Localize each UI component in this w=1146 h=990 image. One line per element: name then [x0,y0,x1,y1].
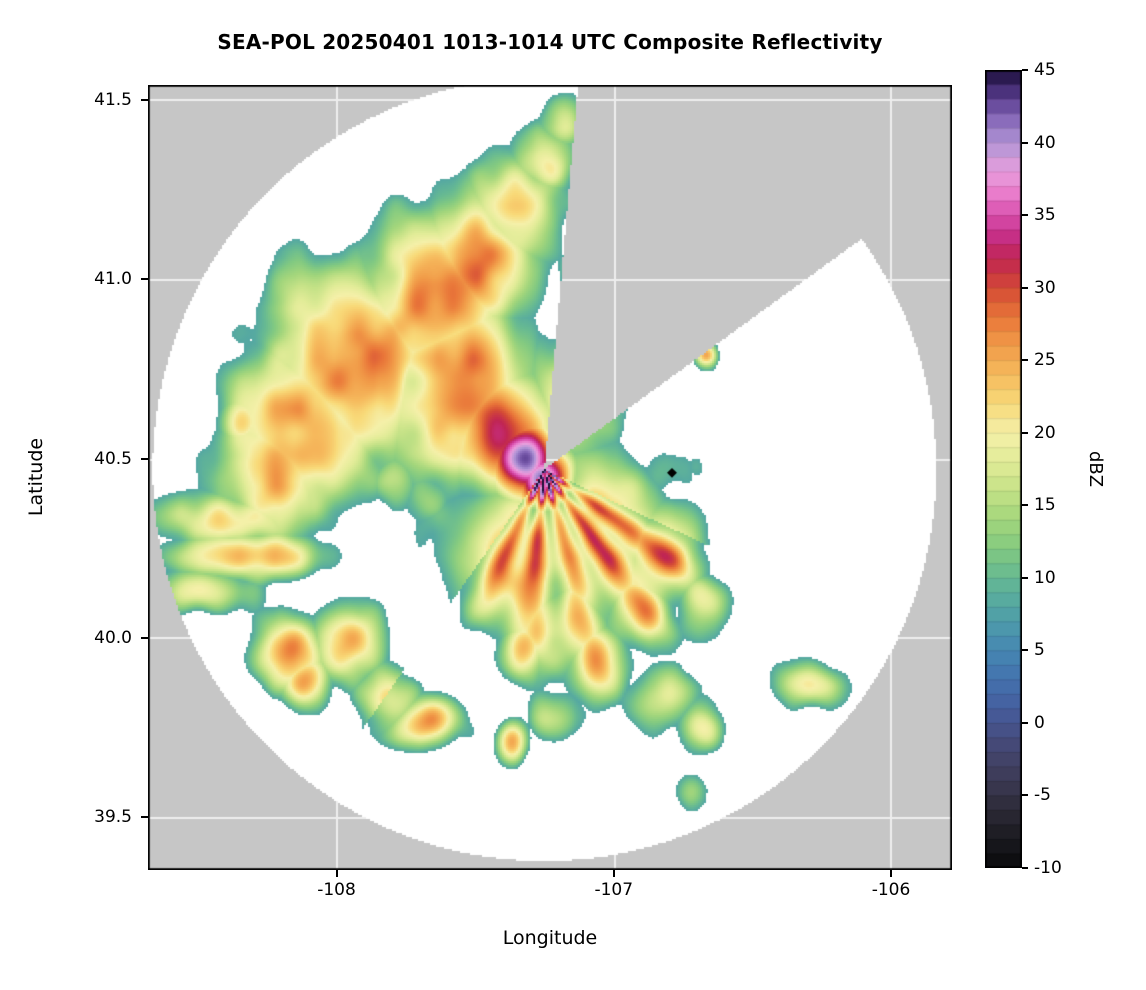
colorbar-tick-mark [1022,649,1028,652]
y-tick-label: 40.0 [94,627,132,648]
radar-map-canvas [148,85,952,870]
y-tick-label: 40.5 [94,448,132,469]
colorbar-tick-mark [1022,286,1028,289]
colorbar-tick-mark [1022,214,1028,217]
colorbar-tick-label: 45 [1034,60,1056,80]
colorbar-tick-mark [1022,431,1028,434]
colorbar-canvas [985,70,1022,868]
colorbar-tick-label: 15 [1034,495,1056,516]
colorbar-tick-mark [1022,794,1028,797]
colorbar-tick-mark [1022,576,1028,579]
colorbar-tick-mark [1022,867,1028,869]
x-tick-label: -108 [317,880,356,900]
colorbar-tick-label: 10 [1034,567,1056,588]
colorbar-label: dBZ [1085,450,1106,488]
colorbar-tick-label: -10 [1034,858,1062,878]
colorbar-tick-label: 20 [1034,422,1056,443]
colorbar-tick-mark [1022,69,1028,71]
x-axis-label: Longitude [502,927,598,949]
y-axis-label: Latitude [25,437,47,517]
colorbar-tick-mark [1022,721,1028,724]
colorbar-tick-label: 30 [1034,277,1056,298]
colorbar-tick-label: 25 [1034,350,1056,371]
y-tick-mark [141,815,148,818]
colorbar-tick-mark [1022,141,1028,144]
colorbar-tick-mark [1022,359,1028,362]
x-tick-mark [890,870,892,877]
y-tick-label: 41.0 [94,269,132,290]
colorbar-tick-label: 40 [1034,132,1056,153]
colorbar-tick-mark [1022,504,1028,507]
y-tick-mark [141,99,148,102]
y-tick-mark [141,278,148,281]
x-tick-mark [335,870,338,877]
y-tick-label: 39.5 [94,806,132,827]
colorbar-tick-label: 35 [1034,205,1056,226]
x-tick-label: -106 [871,880,911,900]
plot-title: SEA-POL 20250401 1013-1014 UTC Composite… [217,30,883,54]
y-tick-mark [141,636,148,639]
colorbar-tick-label: -5 [1034,785,1051,806]
x-tick-mark [612,870,615,877]
y-tick-label: 41.5 [94,90,132,111]
x-tick-label: -107 [594,880,634,900]
y-tick-mark [141,457,148,460]
colorbar-tick-label: 0 [1034,712,1045,733]
colorbar-tick-label: 5 [1034,640,1045,661]
